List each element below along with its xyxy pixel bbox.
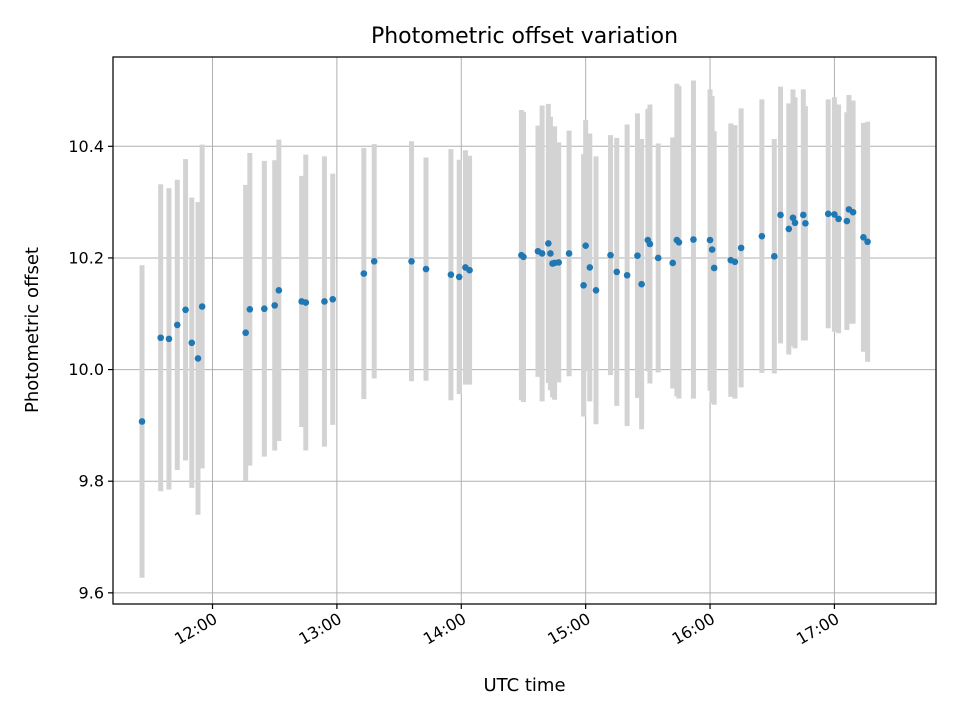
data-point — [275, 287, 283, 294]
data-point — [447, 271, 455, 278]
data-point — [538, 250, 546, 257]
data-point — [771, 252, 778, 260]
data-point — [271, 302, 278, 309]
data-point — [370, 257, 378, 265]
data-point — [408, 257, 415, 265]
x-tick-label: 13:00 — [295, 609, 344, 649]
x-tick-label: 14:00 — [420, 609, 469, 649]
data-point — [638, 280, 645, 288]
data-points — [138, 206, 871, 425]
data-point — [824, 210, 832, 218]
data-point — [547, 250, 554, 257]
data-point — [706, 236, 714, 244]
data-point — [455, 273, 463, 281]
data-point — [737, 244, 745, 252]
chart-title: Photometric offset variation — [371, 24, 678, 49]
y-tick-label: 9.8 — [79, 472, 104, 491]
y-tick-label: 10.4 — [68, 137, 104, 156]
data-point — [466, 266, 473, 274]
y-axis-ticks: 9.6 9.8 10.0 10.2 10.4 — [68, 137, 113, 602]
data-point — [302, 299, 310, 306]
data-point — [789, 214, 797, 222]
x-tick-label: 17:00 — [793, 609, 842, 649]
data-point — [843, 217, 851, 225]
data-point — [864, 238, 871, 246]
y-tick-label: 10.0 — [68, 360, 104, 379]
data-point — [654, 254, 662, 262]
data-point — [242, 329, 249, 337]
data-point — [802, 220, 809, 227]
data-point — [194, 355, 202, 362]
data-point — [849, 208, 857, 216]
data-point — [607, 251, 614, 259]
data-point — [545, 240, 552, 247]
data-point — [710, 264, 718, 272]
data-point — [690, 236, 697, 243]
data-point — [669, 259, 677, 267]
data-point — [800, 211, 807, 219]
data-point — [520, 253, 527, 261]
data-point — [777, 211, 784, 219]
error-bars — [139, 80, 871, 578]
data-point — [555, 259, 563, 266]
data-point — [582, 242, 589, 249]
data-point — [580, 281, 587, 289]
data-point — [173, 321, 181, 329]
data-point — [623, 271, 631, 279]
data-point — [791, 219, 799, 227]
data-point — [634, 252, 641, 260]
data-point — [165, 335, 173, 343]
data-point — [592, 287, 600, 294]
data-point — [422, 265, 430, 273]
x-tick-label: 12:00 — [171, 609, 220, 649]
y-tick-label: 9.6 — [79, 583, 104, 602]
data-point — [182, 306, 189, 314]
data-point — [246, 305, 254, 313]
data-point — [831, 211, 838, 218]
data-point — [157, 334, 164, 342]
data-point — [613, 268, 621, 276]
x-axis-ticks: 12:00 13:00 14:00 15:00 16:00 17:00 — [171, 604, 842, 649]
data-point — [138, 418, 146, 425]
data-point — [785, 225, 793, 233]
data-point — [835, 215, 842, 223]
data-point — [261, 305, 268, 313]
data-point — [565, 250, 573, 257]
data-point — [758, 232, 766, 240]
data-point — [675, 239, 683, 246]
data-point — [586, 264, 594, 271]
y-axis-label: Photometric offset — [22, 247, 43, 413]
y-tick-label: 10.2 — [68, 248, 104, 267]
x-tick-label: 15:00 — [544, 609, 593, 649]
x-tick-label: 16:00 — [669, 609, 718, 649]
plot-frame — [112, 56, 937, 605]
data-point — [188, 339, 196, 347]
data-point — [198, 303, 206, 310]
data-point — [860, 233, 867, 241]
data-point — [321, 298, 328, 305]
data-point — [646, 240, 654, 248]
data-point — [708, 246, 716, 253]
x-axis-label: UTC time — [483, 675, 565, 696]
data-point — [731, 258, 739, 266]
data-point — [329, 295, 337, 303]
data-point — [360, 270, 368, 277]
